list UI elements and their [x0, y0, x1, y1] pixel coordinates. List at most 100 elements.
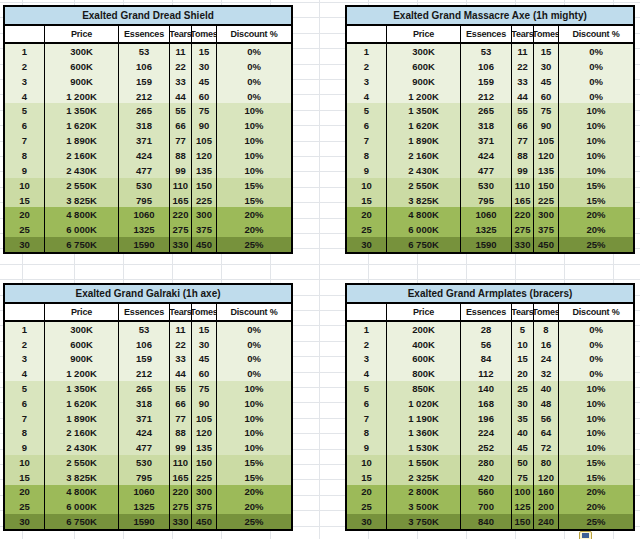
discount-cell[interactable]: 0% — [559, 322, 633, 337]
level-cell[interactable]: 3 — [5, 352, 45, 367]
column-header-price[interactable]: Price — [45, 26, 119, 42]
level-cell[interactable]: 20 — [347, 207, 387, 222]
price-cell[interactable]: 6 000K — [387, 222, 461, 237]
tomes-cell[interactable]: 75 — [534, 103, 559, 118]
level-cell[interactable]: 9 — [5, 163, 45, 178]
tears-cell[interactable]: 25 — [512, 381, 534, 396]
level-cell[interactable]: 20 — [5, 207, 45, 222]
level-cell[interactable]: 4 — [347, 89, 387, 104]
level-cell[interactable]: 15 — [5, 193, 45, 208]
column-header-discount[interactable]: Discount % — [559, 304, 633, 320]
essences-cell[interactable]: 371 — [119, 133, 170, 148]
discount-cell[interactable]: 0% — [217, 89, 291, 104]
discount-cell[interactable]: 15% — [559, 455, 633, 470]
tears-cell[interactable]: 110 — [170, 455, 192, 470]
price-cell[interactable]: 1 890K — [387, 133, 461, 148]
price-cell[interactable]: 2 325K — [387, 470, 461, 485]
level-cell[interactable]: 2 — [347, 59, 387, 74]
discount-cell[interactable]: 0% — [559, 74, 633, 89]
essences-cell[interactable]: 1325 — [119, 222, 170, 237]
column-header-tomes[interactable]: Tomes — [534, 304, 559, 320]
price-cell[interactable]: 1 350K — [387, 103, 461, 118]
essences-cell[interactable]: 140 — [461, 381, 512, 396]
price-cell[interactable]: 6 750K — [45, 514, 119, 529]
tomes-cell[interactable]: 32 — [534, 366, 559, 381]
essences-cell[interactable]: 106 — [461, 59, 512, 74]
tears-cell[interactable]: 11 — [170, 322, 192, 337]
tears-cell[interactable]: 66 — [170, 118, 192, 133]
price-cell[interactable]: 1 620K — [45, 396, 119, 411]
price-cell[interactable]: 2 430K — [45, 163, 119, 178]
tomes-cell[interactable]: 225 — [534, 193, 559, 208]
price-cell[interactable]: 3 825K — [45, 193, 119, 208]
tomes-cell[interactable]: 105 — [534, 133, 559, 148]
discount-cell[interactable]: 10% — [217, 425, 291, 440]
price-cell[interactable]: 2 550K — [45, 178, 119, 193]
essences-cell[interactable]: 53 — [119, 322, 170, 337]
level-cell[interactable]: 1 — [347, 44, 387, 59]
essences-cell[interactable]: 168 — [461, 396, 512, 411]
level-cell[interactable]: 30 — [347, 514, 387, 529]
essences-cell[interactable]: 840 — [461, 514, 512, 529]
discount-cell[interactable]: 10% — [217, 103, 291, 118]
tomes-cell[interactable]: 15 — [192, 322, 217, 337]
level-cell[interactable]: 2 — [347, 337, 387, 352]
level-cell[interactable]: 30 — [347, 237, 387, 252]
tears-cell[interactable]: 77 — [512, 133, 534, 148]
discount-cell[interactable]: 10% — [217, 148, 291, 163]
level-cell[interactable]: 7 — [347, 411, 387, 426]
tears-cell[interactable]: 33 — [170, 74, 192, 89]
discount-cell[interactable]: 25% — [559, 237, 633, 252]
essences-cell[interactable]: 252 — [461, 440, 512, 455]
tears-cell[interactable]: 220 — [170, 485, 192, 500]
essences-cell[interactable]: 106 — [119, 337, 170, 352]
level-cell[interactable]: 9 — [5, 440, 45, 455]
tears-cell[interactable]: 66 — [170, 396, 192, 411]
essences-cell[interactable]: 424 — [461, 148, 512, 163]
price-cell[interactable]: 6 750K — [45, 237, 119, 252]
tears-cell[interactable]: 75 — [512, 470, 534, 485]
level-cell[interactable]: 6 — [347, 118, 387, 133]
tomes-cell[interactable]: 450 — [192, 514, 217, 529]
corner-cell[interactable] — [347, 304, 387, 320]
tomes-cell[interactable]: 120 — [534, 148, 559, 163]
essences-cell[interactable]: 212 — [461, 89, 512, 104]
tears-cell[interactable]: 88 — [512, 148, 534, 163]
discount-cell[interactable]: 0% — [217, 74, 291, 89]
discount-cell[interactable]: 15% — [217, 455, 291, 470]
level-cell[interactable]: 6 — [347, 396, 387, 411]
price-cell[interactable]: 3 825K — [45, 470, 119, 485]
level-cell[interactable]: 15 — [347, 193, 387, 208]
level-cell[interactable]: 8 — [347, 148, 387, 163]
price-cell[interactable]: 4 800K — [45, 485, 119, 500]
price-cell[interactable]: 600K — [45, 337, 119, 352]
price-cell[interactable]: 900K — [387, 74, 461, 89]
tears-cell[interactable]: 275 — [170, 222, 192, 237]
discount-cell[interactable]: 20% — [217, 485, 291, 500]
tomes-cell[interactable]: 150 — [192, 455, 217, 470]
discount-cell[interactable]: 20% — [559, 207, 633, 222]
price-cell[interactable]: 600K — [387, 352, 461, 367]
tears-cell[interactable]: 10 — [512, 337, 534, 352]
corner-cell[interactable] — [5, 304, 45, 320]
discount-cell[interactable]: 15% — [217, 193, 291, 208]
essences-cell[interactable]: 159 — [461, 74, 512, 89]
essences-cell[interactable]: 477 — [461, 163, 512, 178]
essences-cell[interactable]: 424 — [119, 148, 170, 163]
price-cell[interactable]: 1 620K — [387, 118, 461, 133]
tomes-cell[interactable]: 160 — [534, 485, 559, 500]
price-cell[interactable]: 600K — [387, 59, 461, 74]
tears-cell[interactable]: 330 — [512, 237, 534, 252]
price-cell[interactable]: 1 020K — [387, 396, 461, 411]
essences-cell[interactable]: 1325 — [461, 222, 512, 237]
price-cell[interactable]: 6 000K — [45, 222, 119, 237]
tears-cell[interactable]: 88 — [170, 148, 192, 163]
tears-cell[interactable]: 330 — [170, 237, 192, 252]
level-cell[interactable]: 5 — [347, 103, 387, 118]
tomes-cell[interactable]: 72 — [534, 440, 559, 455]
price-cell[interactable]: 2 430K — [387, 163, 461, 178]
discount-cell[interactable]: 10% — [559, 103, 633, 118]
level-cell[interactable]: 8 — [347, 425, 387, 440]
level-cell[interactable]: 10 — [347, 455, 387, 470]
tomes-cell[interactable]: 75 — [192, 103, 217, 118]
